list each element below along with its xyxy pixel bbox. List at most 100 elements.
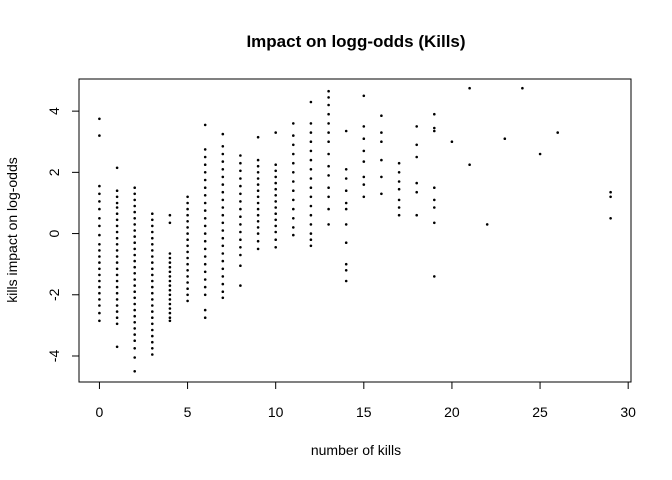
data-point [115, 267, 119, 271]
data-point [397, 187, 401, 191]
data-point [151, 249, 154, 252]
data-point [433, 126, 436, 130]
y-tick-label: -2 [46, 288, 62, 301]
data-point [133, 296, 136, 300]
data-point [203, 232, 207, 235]
data-point [186, 207, 189, 211]
data-point [309, 213, 313, 217]
data-point [292, 233, 295, 237]
data-point [221, 206, 225, 209]
data-point [151, 353, 154, 356]
data-point [115, 310, 119, 313]
data-point [203, 155, 207, 159]
data-point [256, 177, 260, 180]
data-point [98, 117, 101, 121]
data-point [468, 163, 471, 166]
data-point [221, 229, 225, 232]
data-point [221, 267, 225, 271]
data-point [203, 201, 207, 205]
data-point [203, 178, 207, 182]
data-point [256, 171, 260, 174]
data-point [309, 149, 313, 153]
data-point [415, 181, 419, 185]
data-point [256, 232, 260, 235]
data-point [415, 213, 419, 217]
data-point [151, 243, 154, 246]
data-point [133, 241, 136, 244]
x-tick-label: 15 [356, 404, 372, 420]
data-point [168, 302, 172, 306]
data-point [433, 206, 436, 209]
data-point [239, 184, 242, 188]
data-point [151, 255, 154, 258]
x-axis-label: number of kills [311, 442, 401, 458]
data-point [133, 223, 136, 226]
data-point [344, 223, 348, 226]
data-point [221, 236, 225, 240]
data-point [98, 273, 101, 277]
data-point [186, 299, 189, 303]
data-point [151, 298, 154, 301]
data-point [309, 204, 313, 208]
data-point [98, 267, 101, 271]
data-point [186, 256, 189, 260]
data-point [98, 134, 101, 137]
data-point [433, 186, 436, 189]
data-point [168, 298, 172, 301]
data-point [98, 311, 101, 315]
data-point [274, 206, 278, 209]
data-point [221, 275, 225, 278]
x-tick-label: 5 [184, 404, 192, 420]
data-point [327, 195, 330, 199]
data-point [327, 122, 330, 125]
data-point [256, 195, 260, 199]
data-point [274, 246, 278, 249]
data-point [98, 217, 101, 220]
data-point [133, 235, 136, 238]
data-point [327, 89, 330, 93]
plot-frame [78, 78, 632, 383]
data-point [168, 275, 172, 278]
data-point [362, 160, 366, 163]
data-point [98, 200, 101, 203]
data-point [168, 279, 172, 283]
data-point [274, 200, 278, 203]
data-point [327, 112, 330, 116]
data-point [274, 230, 278, 234]
data-point [609, 217, 612, 220]
data-point [186, 226, 189, 229]
data-point [115, 218, 119, 222]
data-point [380, 175, 383, 179]
data-point [151, 328, 154, 332]
data-point [239, 253, 242, 257]
data-point [362, 137, 366, 140]
data-point [115, 304, 119, 307]
data-point [485, 223, 489, 226]
data-point [133, 217, 136, 220]
data-point [327, 174, 330, 177]
data-point [186, 262, 189, 266]
data-point [151, 218, 154, 222]
data-point [433, 129, 436, 133]
data-point [133, 204, 136, 208]
data-point [151, 279, 154, 283]
data-point [203, 255, 207, 258]
data-point [292, 143, 295, 147]
data-point [221, 168, 225, 171]
data-point [98, 207, 101, 211]
y-axis-label: kills impact on log-odds [4, 157, 20, 303]
data-point [168, 261, 172, 264]
data-point [151, 230, 154, 234]
data-point [433, 275, 436, 278]
data-point [274, 169, 278, 173]
data-point [292, 207, 295, 211]
data-point [239, 264, 242, 268]
data-point [221, 244, 225, 248]
data-point [274, 175, 278, 179]
data-point [239, 161, 242, 165]
data-point [151, 261, 154, 264]
data-point [380, 131, 383, 134]
data-point [151, 322, 154, 326]
data-point [221, 145, 225, 148]
data-point [380, 192, 383, 196]
